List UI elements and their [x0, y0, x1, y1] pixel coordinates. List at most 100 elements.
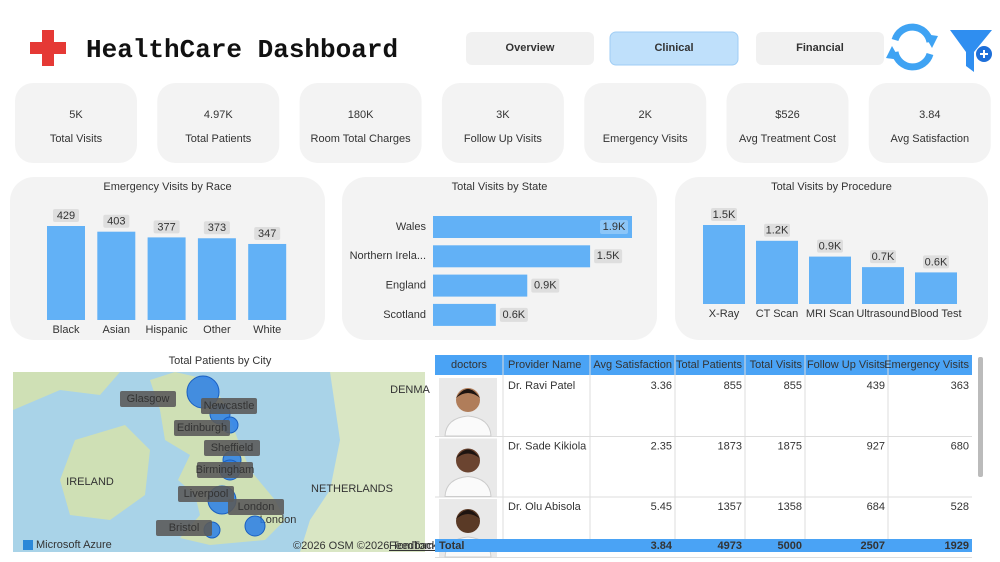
bar: [197, 238, 236, 320]
bar: [809, 256, 851, 304]
city-label-box: [120, 391, 176, 407]
city-label: London: [238, 501, 275, 513]
place-label: London: [260, 514, 297, 526]
category-label: Wales: [396, 221, 427, 233]
kpi-label: Room Total Charges: [311, 133, 412, 145]
scrollbar[interactable]: [978, 357, 983, 477]
kpi-value: 3.84: [919, 109, 940, 121]
bar: [433, 274, 528, 297]
kpi-card: [868, 83, 991, 163]
data-label-box: [600, 220, 628, 234]
kpi-card: [157, 83, 280, 163]
total-cell: 4973: [718, 540, 742, 552]
bar: [433, 245, 591, 268]
kpi-label: Avg Satisfaction: [890, 133, 969, 145]
table-cell-number: 855: [784, 380, 802, 392]
bar: [47, 226, 85, 320]
kpi-card: [15, 83, 137, 163]
data-label: 0.9K: [819, 241, 842, 253]
doctor-coat: [444, 475, 492, 497]
city-label: Newcastle: [204, 400, 255, 412]
total-cell: Total: [439, 540, 464, 552]
city-label-box: [228, 499, 284, 515]
category-label: MRI Scan: [806, 308, 854, 320]
kpi-label: Follow Up Visits: [464, 133, 543, 145]
category-label: Northern Irela...: [350, 250, 426, 262]
place-label: NETHERLANDS: [311, 483, 393, 495]
map-title: Total Patients by City: [169, 355, 272, 367]
bar: [147, 237, 186, 320]
place-label: DENMA: [390, 384, 430, 396]
doctor-hair: [456, 389, 480, 398]
total-cell: 3.84: [651, 540, 673, 552]
data-label-box: [594, 249, 623, 264]
data-label: 1.5K: [713, 209, 736, 221]
city-label-box: [201, 398, 257, 414]
filter-icon[interactable]: [950, 30, 992, 72]
bar: [915, 272, 957, 304]
city-label: Birmingham: [196, 464, 255, 476]
table-cell-number: 5.45: [651, 501, 672, 513]
tab-button[interactable]: [466, 32, 594, 65]
map-brand: Microsoft Azure: [36, 539, 112, 551]
kpi-card: [584, 83, 707, 163]
kpi-value: 180K: [348, 109, 374, 121]
table-cell-number: 680: [951, 440, 969, 452]
data-label-box: [531, 278, 560, 293]
data-label-box: [923, 255, 949, 269]
kpi-value: 5K: [69, 109, 83, 121]
category-label: Hispanic: [146, 324, 189, 336]
column-header: Follow Up Visits: [807, 359, 886, 371]
kpi-label: Total Visits: [50, 133, 103, 145]
total-cell: 2507: [861, 540, 885, 552]
place-label: IRELAND: [66, 476, 114, 488]
data-label: 0.7K: [872, 251, 895, 263]
category-label: Scotland: [383, 309, 426, 321]
city-bubble: [244, 515, 266, 537]
map-credits: ©2026 OSM ©2026 TomTom: [293, 540, 434, 552]
bar: [97, 231, 136, 320]
refresh-icon[interactable]: [886, 23, 938, 71]
data-label-box: [499, 307, 528, 322]
bar: [756, 240, 798, 304]
bar: [862, 267, 904, 304]
category-label: Blood Test: [910, 308, 961, 320]
total-row-bg: [435, 539, 972, 552]
provider-name: Dr. Olu Abisola: [508, 501, 582, 513]
city-label-box: [178, 486, 234, 502]
data-label: 1.5K: [597, 250, 620, 262]
category-label: CT Scan: [756, 308, 799, 320]
tab-button[interactable]: [756, 32, 884, 65]
column-header: Avg Satisfaction: [593, 359, 672, 371]
map-land: [300, 372, 425, 552]
data-label-box: [870, 250, 896, 264]
kpi-label: Emergency Visits: [603, 133, 688, 145]
kpi-value: 4.97K: [204, 109, 233, 121]
category-label: X-Ray: [709, 308, 740, 320]
city-label: Edinburgh: [177, 422, 227, 434]
bar: [433, 216, 632, 238]
data-label-box: [711, 208, 737, 221]
category-label: Asian: [103, 324, 131, 336]
table-cell-number: 684: [867, 501, 885, 513]
doctor-coat: [444, 415, 492, 437]
table-cell-number: 1357: [718, 501, 742, 513]
category-label: Black: [53, 324, 80, 336]
table-cell-number: 528: [951, 501, 969, 513]
column-header: Emergency Visits: [884, 359, 969, 371]
table-header-bg: [435, 355, 972, 375]
provider-name: Dr. Ravi Patel: [508, 380, 575, 392]
city-label-box: [174, 420, 230, 436]
column-header: Provider Name: [508, 359, 581, 371]
tab-button[interactable]: [609, 31, 739, 66]
map-feedback[interactable]: Feedback: [389, 540, 438, 552]
map-land: [60, 425, 150, 520]
data-label: 403: [107, 216, 125, 228]
column-header: Total Patients: [676, 359, 743, 371]
table-cell-number: 2.35: [651, 440, 672, 452]
total-cell: 1929: [945, 540, 969, 552]
provider-name: Dr. Sade Kikiola: [508, 440, 587, 452]
data-label: 377: [157, 221, 175, 233]
data-label: 1.9K: [603, 221, 626, 233]
